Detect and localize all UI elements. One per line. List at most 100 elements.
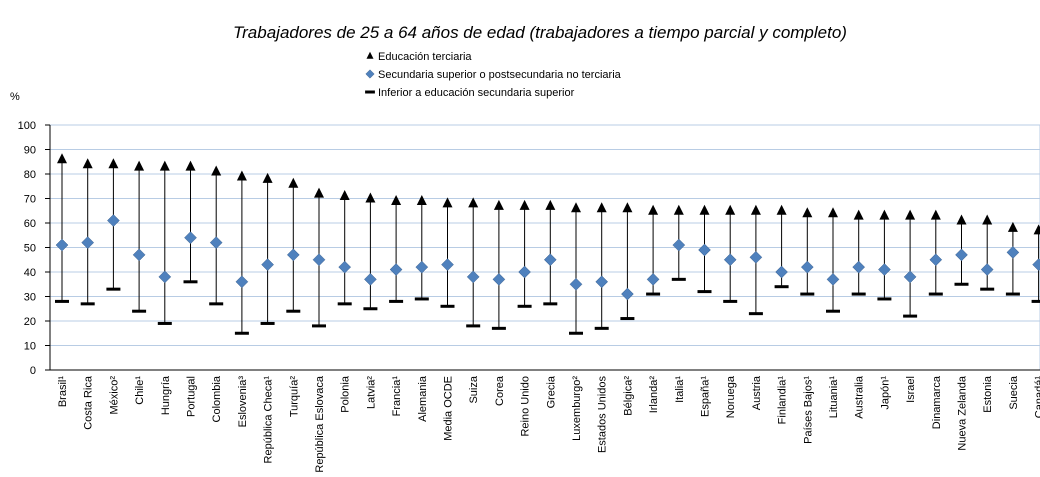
x-tick-label: Alemania	[417, 375, 429, 422]
x-tick-label: Turquía²	[288, 376, 300, 418]
marker	[622, 202, 633, 213]
legend-marker	[365, 90, 375, 94]
x-tick-label: Israel	[905, 376, 917, 403]
marker	[363, 307, 378, 311]
marker	[748, 312, 763, 316]
marker	[980, 287, 995, 291]
y-tick-label: 0	[30, 365, 36, 377]
marker	[134, 160, 145, 171]
x-tick-label: Hungría	[160, 375, 172, 415]
marker	[236, 170, 247, 181]
y-tick-label: 80	[24, 169, 36, 181]
x-tick-label: Países Bajos¹	[802, 376, 814, 444]
x-tick-label: Noruega	[725, 375, 737, 418]
marker	[905, 209, 916, 220]
marker	[1033, 224, 1040, 235]
marker	[877, 297, 892, 301]
marker	[723, 253, 737, 267]
y-tick-label: 90	[24, 145, 36, 157]
marker	[517, 304, 532, 308]
marker	[955, 248, 968, 262]
y-tick-label: 30	[24, 292, 36, 304]
marker	[158, 270, 172, 284]
marker	[108, 158, 119, 169]
x-tick-label: Francia¹	[391, 376, 403, 417]
y-tick-label: 60	[24, 218, 36, 230]
marker	[620, 317, 635, 321]
marker	[466, 324, 481, 328]
marker	[749, 250, 763, 264]
chart-title: Trabajadores de 25 a 64 años de edad (tr…	[233, 23, 847, 42]
marker	[1007, 221, 1018, 232]
marker	[543, 302, 558, 306]
marker	[519, 199, 530, 210]
y-tick-label: 40	[24, 267, 36, 279]
marker	[440, 304, 455, 308]
x-tick-label: República Checa¹	[263, 376, 275, 464]
marker	[493, 199, 504, 210]
marker	[55, 299, 69, 303]
y-tick-label: 100	[18, 120, 36, 132]
y-tick-label: 10	[24, 341, 36, 353]
legend-label: Educación terciaria	[378, 51, 472, 63]
marker	[235, 275, 249, 289]
marker	[286, 248, 300, 262]
marker	[416, 194, 427, 205]
marker	[389, 263, 403, 276]
marker	[621, 287, 634, 301]
y-axis-label: %	[10, 91, 20, 103]
marker	[234, 331, 249, 335]
marker	[699, 204, 710, 215]
x-tick-label: Australia	[854, 375, 866, 419]
x-tick-label: México²	[108, 376, 120, 415]
marker	[1031, 299, 1040, 303]
marker	[956, 214, 967, 225]
x-tick-label: Japón¹	[879, 376, 891, 410]
marker	[183, 280, 198, 284]
marker	[929, 253, 943, 267]
marker	[980, 263, 994, 276]
marker	[132, 309, 147, 313]
x-tick-label: Estados Unidos	[597, 376, 609, 454]
marker	[775, 265, 788, 279]
marker	[826, 272, 840, 286]
x-tick-label: Reino Unido	[520, 376, 532, 437]
marker	[853, 209, 864, 220]
marker	[646, 272, 660, 286]
x-tick-label: Costa Rica	[83, 375, 95, 430]
x-tick-label: Chile¹	[134, 376, 146, 405]
marker	[262, 172, 273, 183]
marker	[337, 302, 352, 306]
marker	[543, 253, 557, 267]
marker	[339, 190, 350, 201]
x-tick-label: Suecia	[1008, 375, 1020, 410]
marker	[107, 214, 120, 227]
marker	[132, 248, 146, 262]
marker	[518, 265, 531, 279]
marker	[648, 204, 659, 215]
marker	[800, 260, 814, 274]
marker	[725, 204, 736, 215]
marker	[185, 160, 196, 171]
legend-marker	[366, 51, 374, 59]
x-tick-label: Eslovenia³	[237, 376, 249, 428]
marker	[312, 253, 326, 267]
marker	[878, 263, 891, 276]
marker	[800, 292, 815, 296]
x-tick-label: Dinamarca	[931, 375, 943, 429]
marker	[55, 238, 69, 252]
marker	[157, 321, 172, 325]
x-tick-label: Corea	[494, 375, 506, 406]
x-tick-label: Brasil¹	[57, 376, 69, 408]
marker	[312, 324, 326, 328]
marker	[903, 270, 917, 284]
marker	[260, 321, 275, 325]
x-tick-label: España¹	[700, 376, 712, 417]
marker	[441, 258, 454, 272]
y-tick-label: 50	[24, 243, 36, 255]
marker	[646, 292, 661, 296]
marker	[1032, 258, 1040, 272]
marker	[826, 309, 840, 313]
marker	[851, 292, 866, 296]
marker	[698, 243, 711, 257]
